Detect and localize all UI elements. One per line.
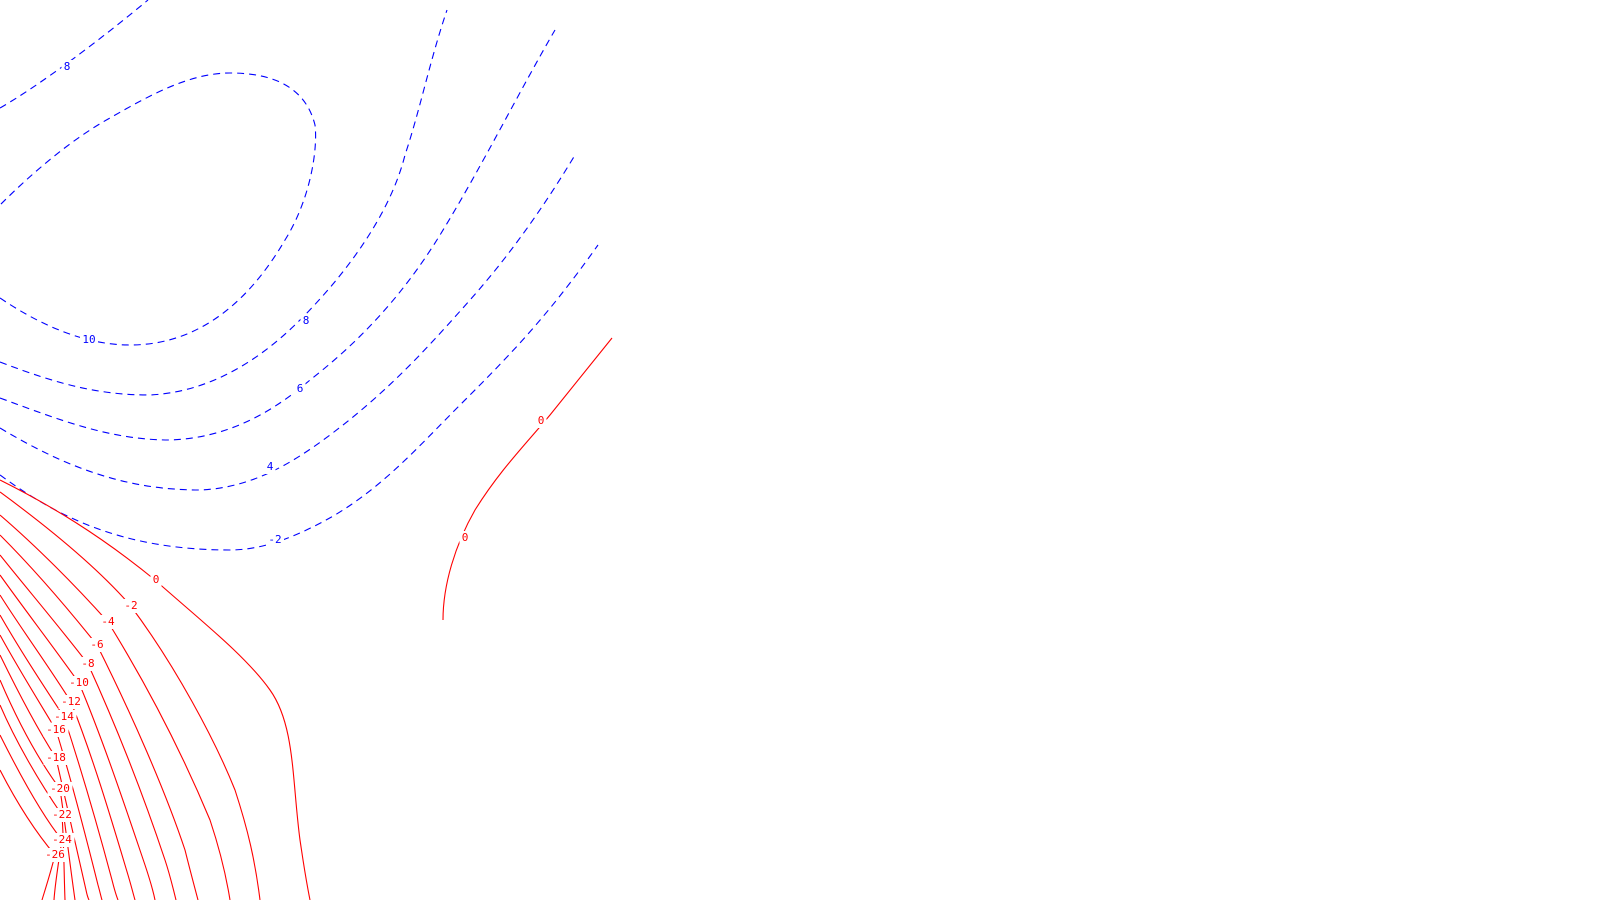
contour-label: 8 [303,314,310,327]
contour-line-level-neg2 [0,491,261,900]
contour-label: -10 [69,676,89,689]
contour-label-background [43,751,69,765]
contour-label: 6 [297,382,304,395]
contour-label-background [43,723,69,737]
contour-label-background [80,333,98,347]
contour-label: 0 [538,414,545,427]
contour-label-background [150,573,162,587]
contour-line-level-neg10 [0,574,156,900]
contour-label-background [535,414,547,428]
contour-label: -26 [45,848,65,861]
contour-label: -22 [52,808,72,821]
contour-line-level-6 [0,29,556,441]
contour-label: 8 [64,60,71,73]
contour-label-background [49,808,75,822]
contour-label-background [49,833,75,847]
contour-label: -2 [268,533,281,546]
contour-label-background [294,382,306,396]
contour-labels: 108864-2000-2-4-6-8-10-12-14-16-18-20-22… [42,60,547,862]
contour-label-background [66,676,92,690]
contour-label: -14 [54,710,74,723]
contour-label: 0 [462,531,469,544]
contour-line-level-neg18 [0,654,90,900]
contour-line-level-neg14 [0,614,119,900]
contour-label-background [300,314,312,328]
contour-label-background [51,710,77,724]
contour-label-background [61,60,73,74]
contour-label-background [266,533,284,547]
contour-label-background [58,695,84,709]
contour-line-level-8 [0,0,149,109]
contour-line-level-neg26 [0,769,56,900]
contour-label: 0 [153,573,160,586]
contour-label-background [42,848,68,862]
contour-label: -16 [46,723,66,736]
contour-label-background [47,782,73,796]
contour-label: 4 [267,460,274,473]
contour-label: 10 [82,333,95,346]
contour-label-background [122,599,140,613]
contour-label-background [459,531,471,545]
contour-lines [0,0,613,900]
contour-label-background [99,615,117,629]
contour-line-level-neg8 [0,554,177,900]
contour-label: -24 [52,833,72,846]
contour-line-level-8 [0,9,448,396]
contour-line-level-neg16 [0,634,103,900]
contour-label-background [88,638,106,652]
contour-label-background [264,460,276,474]
contour-label: -18 [46,751,66,764]
contour-line-level-4 [0,154,576,491]
contour-line-level-2 [0,244,599,551]
contour-line-level-0 [0,479,311,900]
contour-line-level-0 [442,337,613,621]
contour-line-level-10 [0,72,317,346]
contour-line-level-neg4 [0,514,231,900]
contour-label-background [79,657,97,671]
contour-label: -8 [81,657,94,670]
contour-label: -6 [90,638,103,651]
contour-label: -12 [61,695,81,708]
contour-line-level-neg6 [0,534,199,900]
contour-label: -20 [50,782,70,795]
contour-label: -2 [124,599,137,612]
contour-label: -4 [101,615,115,628]
contour-line-level-neg12 [0,594,136,900]
